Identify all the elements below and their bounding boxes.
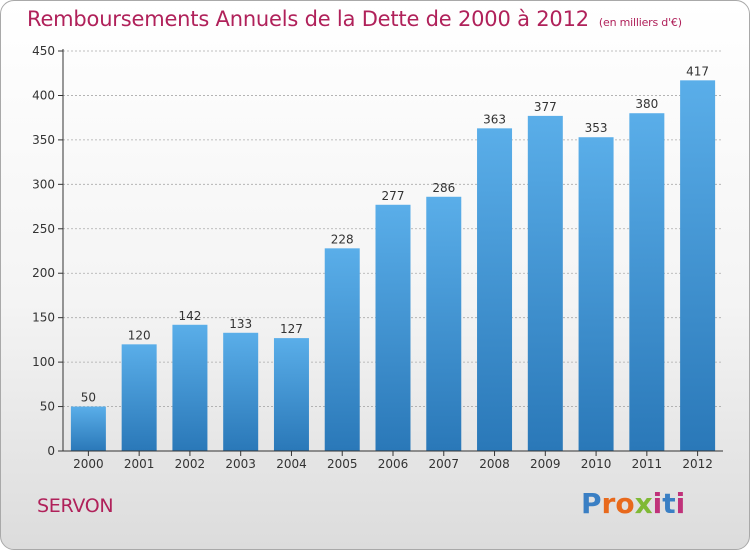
y-tick-label: 100 <box>32 355 55 369</box>
bar-value-label: 353 <box>585 121 608 135</box>
logo-letter: x <box>634 487 653 520</box>
bar-value-label: 363 <box>483 112 506 126</box>
y-tick-label: 450 <box>32 44 55 58</box>
y-tick-label: 200 <box>32 266 55 280</box>
x-tick-label: 2001 <box>124 457 155 471</box>
chart-title: Remboursements Annuels de la Dette de 20… <box>27 7 682 31</box>
bar <box>578 137 614 451</box>
bar <box>121 344 157 451</box>
y-tick-label: 300 <box>32 177 55 191</box>
labels: 0 50 100 150 200 250 300 350 400 450 50 2000 120 2001… <box>32 44 713 471</box>
bar <box>680 80 716 451</box>
bar-value-label: 142 <box>178 309 201 323</box>
x-tick-label: 2010 <box>581 457 612 471</box>
logo-letter: P <box>581 487 602 520</box>
logo-letter: o <box>615 487 635 520</box>
bar <box>426 196 462 451</box>
x-tick-label: 2007 <box>428 457 459 471</box>
y-tick-label: 0 <box>47 444 55 458</box>
bar-value-label: 380 <box>635 97 658 111</box>
bar-value-label: 133 <box>229 317 252 331</box>
bar-value-label: 286 <box>432 181 455 195</box>
bar-value-label: 417 <box>686 64 709 78</box>
x-tick-label: 2005 <box>327 457 358 471</box>
y-tick-label: 350 <box>32 133 55 147</box>
chart-unit: (en milliers d'€) <box>598 16 682 29</box>
bar-value-label: 228 <box>331 232 354 246</box>
bar <box>70 406 106 451</box>
logo-letter: r <box>601 487 616 520</box>
bar <box>629 113 665 451</box>
x-tick-label: 2008 <box>479 457 510 471</box>
y-tick-label: 150 <box>32 311 55 325</box>
y-tick-label: 250 <box>32 222 55 236</box>
logo-letter: t <box>662 487 676 520</box>
x-tick-label: 2004 <box>276 457 307 471</box>
x-tick-label: 2003 <box>225 457 256 471</box>
x-tick-label: 2006 <box>378 457 409 471</box>
y-tick-label: 400 <box>32 88 55 102</box>
bar-value-label: 377 <box>534 100 557 114</box>
x-tick-label: 2002 <box>175 457 206 471</box>
bar-value-label: 50 <box>81 391 96 405</box>
x-tick-label: 2000 <box>73 457 104 471</box>
bar <box>527 115 563 451</box>
bar <box>273 338 309 451</box>
bar <box>172 324 208 451</box>
bar <box>375 204 411 451</box>
x-tick-label: 2012 <box>682 457 713 471</box>
logo-letter: i <box>652 487 663 520</box>
bar <box>324 248 360 451</box>
bar-value-label: 127 <box>280 322 303 336</box>
axes <box>58 49 723 456</box>
chart-title-text: Remboursements Annuels de la Dette de 20… <box>27 7 589 31</box>
proxiti-logo: Proxiti <box>581 487 685 520</box>
x-tick-label: 2011 <box>632 457 663 471</box>
bar <box>477 128 513 451</box>
bars <box>70 80 716 451</box>
bar-value-label: 120 <box>128 328 151 342</box>
x-tick-label: 2009 <box>530 457 561 471</box>
bar <box>223 332 259 451</box>
logo-letter: i <box>675 487 686 520</box>
bar-value-label: 277 <box>382 189 405 203</box>
commune-name: SERVON <box>37 495 114 517</box>
y-tick-label: 50 <box>40 400 55 414</box>
